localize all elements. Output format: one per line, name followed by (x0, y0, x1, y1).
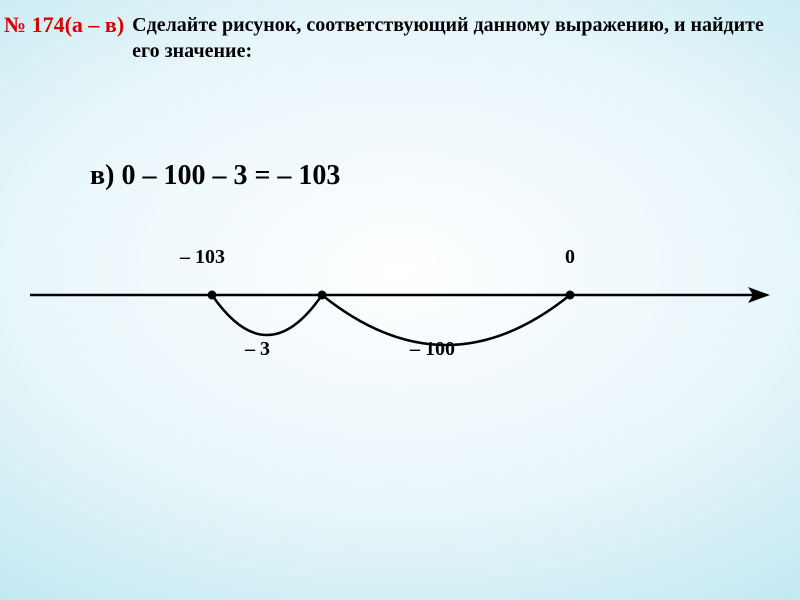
number-line-diagram: – 103 0 – 3 – 100 (30, 240, 770, 390)
point-minus-103 (208, 291, 217, 300)
arc-minus-3 (212, 295, 322, 335)
label-zero: 0 (565, 246, 575, 269)
equation-text: в) 0 – 100 – 3 = – 103 (90, 160, 340, 192)
arc-label-minus-3: – 3 (245, 338, 270, 361)
number-line-svg (30, 240, 770, 390)
point-zero (566, 291, 575, 300)
problem-number: № 174(а – в) (4, 12, 132, 38)
instruction-text: Сделайте рисунок, соответствующий данном… (132, 12, 790, 64)
label-minus-103: – 103 (180, 246, 225, 269)
header-row: № 174(а – в) Сделайте рисунок, соответст… (4, 12, 790, 64)
arc-label-minus-100: – 100 (410, 338, 455, 361)
point-minus-100 (318, 291, 327, 300)
